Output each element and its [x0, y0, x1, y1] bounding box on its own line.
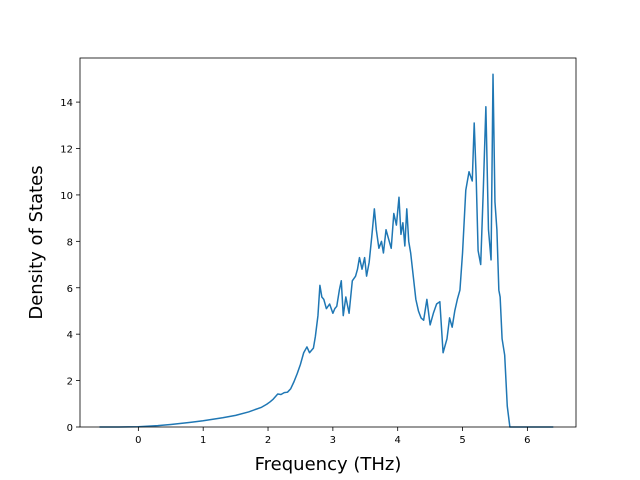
plot-frame	[79, 57, 577, 428]
x-tick-label: 4	[395, 435, 401, 446]
y-tick-label: 4	[67, 330, 73, 341]
x-tick-label: 5	[459, 435, 465, 446]
x-tick-label: 6	[524, 435, 530, 446]
y-tick-label: 0	[67, 423, 73, 434]
dos-series-line	[99, 73, 554, 428]
y-tick-label: 8	[67, 237, 73, 248]
y-axis-ticks: 0 2 4 6 8 10 12 14	[60, 98, 80, 434]
y-tick-label: 6	[67, 284, 73, 295]
x-axis-label: Frequency (THz)	[255, 454, 402, 475]
x-tick-label: 0	[135, 435, 141, 446]
x-tick-label: 2	[265, 435, 271, 446]
plot-area	[99, 73, 554, 428]
x-axis-ticks: 0 1 2 3 4 5 6	[135, 427, 531, 446]
y-axis-label: Density of States	[26, 165, 47, 319]
x-tick-label: 3	[330, 435, 336, 446]
x-tick-label: 1	[200, 435, 206, 446]
y-tick-label: 12	[60, 145, 73, 156]
y-tick-label: 14	[60, 98, 73, 109]
y-tick-label: 2	[67, 377, 73, 388]
y-tick-label: 10	[60, 191, 73, 202]
